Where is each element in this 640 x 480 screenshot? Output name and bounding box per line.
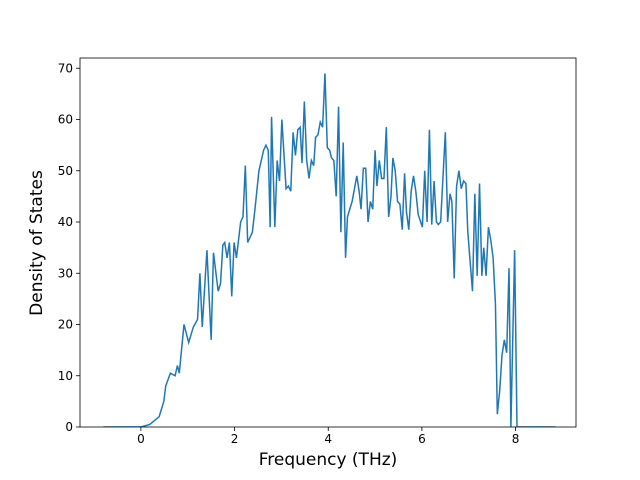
y-tick-label: 10 [58,369,73,383]
x-tick-label: 4 [324,432,332,446]
y-tick-label: 20 [58,318,73,332]
y-tick-label: 50 [58,164,73,178]
y-axis-title: Density of States [27,170,47,316]
x-tick-label: 6 [418,432,426,446]
y-tick-label: 30 [58,266,73,280]
x-tick-label: 2 [231,432,239,446]
y-tick-label: 70 [58,61,73,75]
plot-frame [79,57,577,428]
y-tick-label: 40 [58,215,73,229]
y-tick-label: 60 [58,113,73,127]
x-tick-label: 8 [512,432,520,446]
y-tick-label: 0 [65,420,73,434]
data-line [103,73,556,427]
x-tick-label: 0 [137,432,145,446]
x-axis-title: Frequency (THz) [259,450,398,470]
